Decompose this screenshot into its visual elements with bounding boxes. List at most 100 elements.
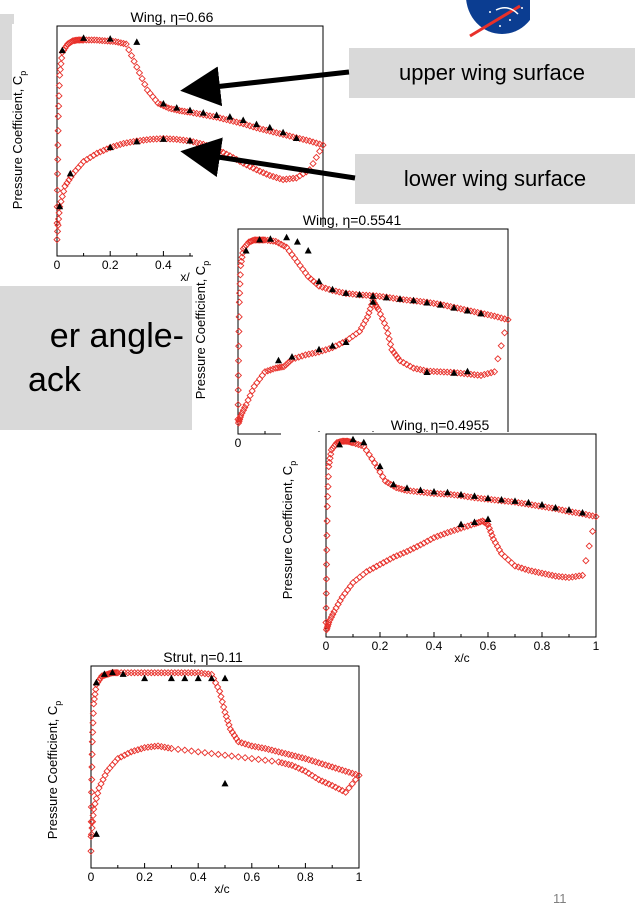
cfd-point: [90, 805, 98, 813]
x-axis-label: x/c: [214, 882, 229, 896]
experiment-point: [464, 367, 471, 375]
cfd-point: [558, 573, 566, 581]
experiment-point: [417, 486, 424, 494]
cfd-point: [234, 386, 242, 394]
lower-surface-arrow: [180, 137, 356, 181]
experiment-point: [356, 290, 363, 298]
cfd-point: [390, 348, 398, 357]
cfd-point: [86, 153, 94, 162]
cfd-point: [324, 492, 332, 501]
cfd-point: [88, 824, 96, 832]
cfd-point: [352, 576, 361, 584]
cfd-point: [437, 531, 445, 539]
cfd-point: [376, 468, 384, 476]
experiment-point: [511, 497, 519, 504]
cfd-point: [133, 63, 141, 71]
cfd-point: [409, 364, 418, 372]
cfd-point: [473, 371, 482, 379]
experiment-point: [457, 520, 465, 528]
x-axis-label: x/: [180, 270, 190, 284]
cfd-point: [135, 69, 144, 77]
cfd-point: [288, 761, 296, 769]
experiment-point: [437, 301, 444, 308]
experiment-point: [213, 111, 221, 119]
cfd-point: [396, 357, 404, 365]
cfd-point: [235, 415, 244, 423]
cfd-point: [433, 367, 441, 376]
cfd-point: [325, 458, 334, 467]
cfd-point: [355, 771, 363, 780]
cfd-point: [90, 695, 98, 703]
cfd-point: [235, 313, 243, 321]
cfd-point: [323, 546, 331, 554]
cfd-point: [228, 728, 237, 736]
upper-surface-arrow: [180, 66, 350, 107]
cfd-point: [322, 589, 330, 598]
cfd-point: [338, 786, 346, 795]
cfd-point: [235, 327, 243, 336]
experiment-point: [390, 480, 397, 488]
cfd-point: [500, 329, 509, 337]
experiment-point: [92, 830, 100, 837]
cfd-point: [239, 406, 248, 414]
experiment-point: [167, 674, 175, 682]
cfd-point: [504, 316, 512, 324]
experiment-point: [80, 34, 88, 41]
cfd-point: [362, 446, 371, 455]
cfd-point: [89, 151, 98, 160]
cfd-point: [561, 573, 570, 581]
y-axis-label-subscript: p: [288, 461, 298, 466]
y-axis-label-subscript: p: [18, 71, 28, 76]
cfd-point: [53, 170, 62, 178]
cfd-point: [335, 340, 343, 348]
cfd-point: [234, 419, 243, 427]
cfd-point: [323, 624, 331, 632]
cfd-point: [301, 767, 310, 775]
cfd-point: [360, 442, 368, 450]
cfd-point: [248, 754, 256, 763]
cfd-point: [87, 830, 96, 838]
cfd-point: [322, 604, 330, 612]
nasa-logo-icon: [466, 0, 530, 38]
cfd-point: [134, 669, 142, 677]
chart-0: Wing, η=0.66 Pressure Coefficient, Cp 0 0.2…: [10, 9, 328, 284]
cfd-point: [330, 607, 338, 616]
cfd-point: [329, 610, 337, 618]
experiment-point: [283, 233, 291, 241]
lower-wing-surface-callout: lower wing surface: [355, 154, 635, 204]
cfd-point: [285, 760, 293, 769]
cfd-point: [235, 298, 243, 306]
experiment-point: [239, 116, 247, 123]
cfd-point: [368, 455, 376, 463]
cfd-point: [341, 788, 350, 796]
cfd-point: [89, 728, 97, 736]
cfd-point: [322, 560, 331, 569]
cfd-point: [101, 37, 109, 45]
experiment-point: [159, 100, 167, 107]
experiment-point: [565, 506, 573, 513]
cfd-point: [309, 159, 317, 168]
experiment-point: [275, 356, 282, 364]
experiment-point: [106, 143, 114, 151]
cfd-point: [236, 413, 244, 422]
cfd-point: [312, 153, 320, 162]
series-cfd: [234, 236, 512, 427]
cfd-point: [393, 552, 401, 560]
cfd-point: [370, 459, 379, 467]
experiment-point: [383, 293, 390, 301]
cfd-point: [413, 365, 421, 373]
cfd-point: [57, 60, 65, 68]
cfd-point: [151, 669, 159, 677]
cfd-point: [236, 280, 244, 288]
x-axis-label: x/c: [454, 651, 469, 665]
cfd-point: [272, 173, 281, 182]
x-tick-label: 0.4: [190, 870, 207, 884]
cfd-point: [383, 557, 391, 565]
cfd-point: [322, 575, 331, 583]
cfd-point: [55, 209, 63, 217]
cfd-point: [406, 362, 414, 370]
experiment-point: [279, 128, 287, 136]
cfd-point: [426, 367, 435, 375]
cfd-point: [394, 354, 402, 362]
experiment-point: [173, 104, 181, 111]
